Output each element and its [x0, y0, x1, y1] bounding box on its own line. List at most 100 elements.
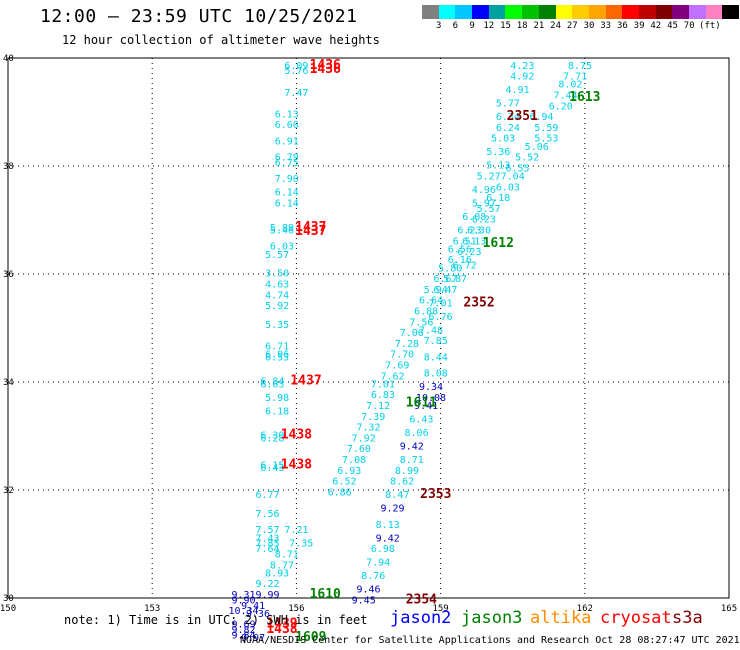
swh-point: 8.71 [275, 550, 299, 561]
swh-point: 5.53 [534, 134, 558, 145]
pass-label: 1439 [266, 617, 297, 632]
lon-tick-label: 159 [432, 604, 448, 614]
lat-tick-label: 36 [3, 270, 14, 280]
lon-tick-label: 150 [0, 604, 16, 614]
color-bar [422, 5, 740, 19]
swh-point: 4.23 [510, 61, 534, 72]
color-bar-label: 45 [667, 21, 678, 31]
color-bar-label: 42 [650, 21, 662, 31]
lat-tick-label: 30 [3, 594, 14, 604]
swh-point: 7.12 [366, 401, 390, 412]
color-swatch [522, 5, 539, 19]
swh-point: 6.43 [260, 463, 284, 474]
pass-label: 1437 [295, 220, 326, 235]
swh-point: 7.85 [424, 336, 448, 347]
swh-point: 6.71 [265, 342, 289, 353]
swh-point: 6.72 [453, 261, 477, 272]
color-bar-label: 36 [616, 21, 628, 31]
color-bar-label: 39 [633, 21, 645, 31]
pass-label: 1438 [281, 457, 312, 472]
footer-note: note: 1) Time is in UTC; 2) SWH is in fe… [64, 613, 368, 627]
swh-point: 6.52 [332, 477, 356, 488]
swh-point: 6.30 [467, 226, 491, 237]
color-swatch [472, 5, 489, 19]
swh-point: 4.92 [510, 72, 534, 83]
color-bar-label: 30 [583, 21, 595, 31]
swh-point: 6.13 [275, 109, 299, 120]
swh-point: 7.64 [256, 544, 280, 555]
swh-point: 8.76 [361, 571, 385, 582]
pass-time-labels: 1436143614371437143714381438143914381613… [266, 58, 600, 645]
swh-point: 6.23 [457, 247, 481, 258]
swh-point: 8.93 [265, 568, 289, 579]
swh-point: 9.69 [231, 620, 255, 631]
swh-point: 8.44 [424, 352, 448, 363]
swh-point: 6.83 [371, 390, 395, 401]
color-swatch [422, 5, 439, 19]
swh-point: 7.01 [371, 379, 395, 390]
color-swatch [572, 5, 589, 19]
swh-point: 6.08 [462, 212, 486, 223]
swh-point: 5.06 [525, 142, 549, 153]
swh-point: 9.45 [352, 595, 376, 606]
swh-point: 6.67 [433, 274, 457, 285]
color-swatch [455, 5, 473, 19]
swh-point: 6.14 [275, 199, 299, 210]
color-bar-label: 3 [435, 21, 442, 31]
swh-point: 7.92 [352, 433, 376, 444]
legend-s3a: s3a [672, 608, 703, 628]
lat-tick-label: 32 [3, 486, 14, 496]
swh-point: 6.98 [371, 544, 395, 555]
color-swatch [505, 5, 523, 19]
swh-point: 6.15 [260, 460, 284, 471]
swh-point: 5.76 [284, 66, 308, 77]
color-swatch [555, 5, 573, 19]
color-swatch [638, 5, 656, 19]
swh-point: 9.90 [231, 595, 255, 606]
swh-point: 5.59 [534, 123, 558, 134]
swh-point: 6.47 [433, 285, 457, 296]
swh-point: 6.93 [337, 466, 361, 477]
swh-point: 4.74 [265, 290, 289, 301]
pass-label: 1436 [310, 58, 341, 73]
lat-tick-label: 34 [3, 378, 14, 388]
swh-point: 7.69 [385, 361, 409, 372]
swh-point: 8.08 [424, 369, 448, 380]
swh-point: 3.50 [265, 269, 289, 280]
swh-point: 7.47 [284, 88, 308, 99]
swh-point: 6.86 [328, 487, 352, 498]
swh-point: 4.96 [472, 185, 496, 196]
swh-point: 9.31 [231, 590, 255, 601]
swh-point: 7.01 [429, 298, 453, 309]
swh-point: 7.60 [347, 444, 371, 455]
pass-label: 1610 [310, 587, 341, 602]
swh-point: 6.03 [270, 242, 294, 253]
map-frame [7, 57, 730, 599]
swh-point: 9.97 [241, 633, 265, 644]
swh-point: 6.30 [260, 431, 284, 442]
legend-jason3: jason3 [461, 608, 523, 628]
swh-point: 5.13 [486, 161, 510, 172]
swh-point: 7.08 [342, 455, 366, 466]
swh-point: 9.84 [231, 631, 255, 642]
swh-point: 5.57 [477, 204, 501, 215]
color-bar-label: 18 [516, 21, 528, 31]
swh-point: 6.18 [486, 193, 510, 204]
color-bar-label: 6 [452, 21, 459, 31]
swh-point: 5.46 [270, 226, 294, 237]
swh-point: 7.70 [390, 350, 414, 361]
color-swatch [705, 5, 723, 19]
swh-point: 9.22 [256, 579, 280, 590]
color-swatch [438, 5, 456, 19]
color-bar-label: 27 [566, 21, 578, 31]
swh-point: 6.96 [265, 350, 289, 361]
color-swatch [622, 5, 639, 19]
swh-point: 6.77 [256, 490, 280, 501]
swh-point: 9.42 [376, 533, 400, 544]
swh-point: 5.92 [265, 301, 289, 312]
pass-label: 1438 [281, 428, 312, 443]
color-bar-label: 12 [483, 21, 495, 31]
swh-point: 8.47 [385, 490, 409, 501]
swh-point: 9.34 [419, 382, 443, 393]
swh-point: 5.97 [472, 199, 496, 210]
